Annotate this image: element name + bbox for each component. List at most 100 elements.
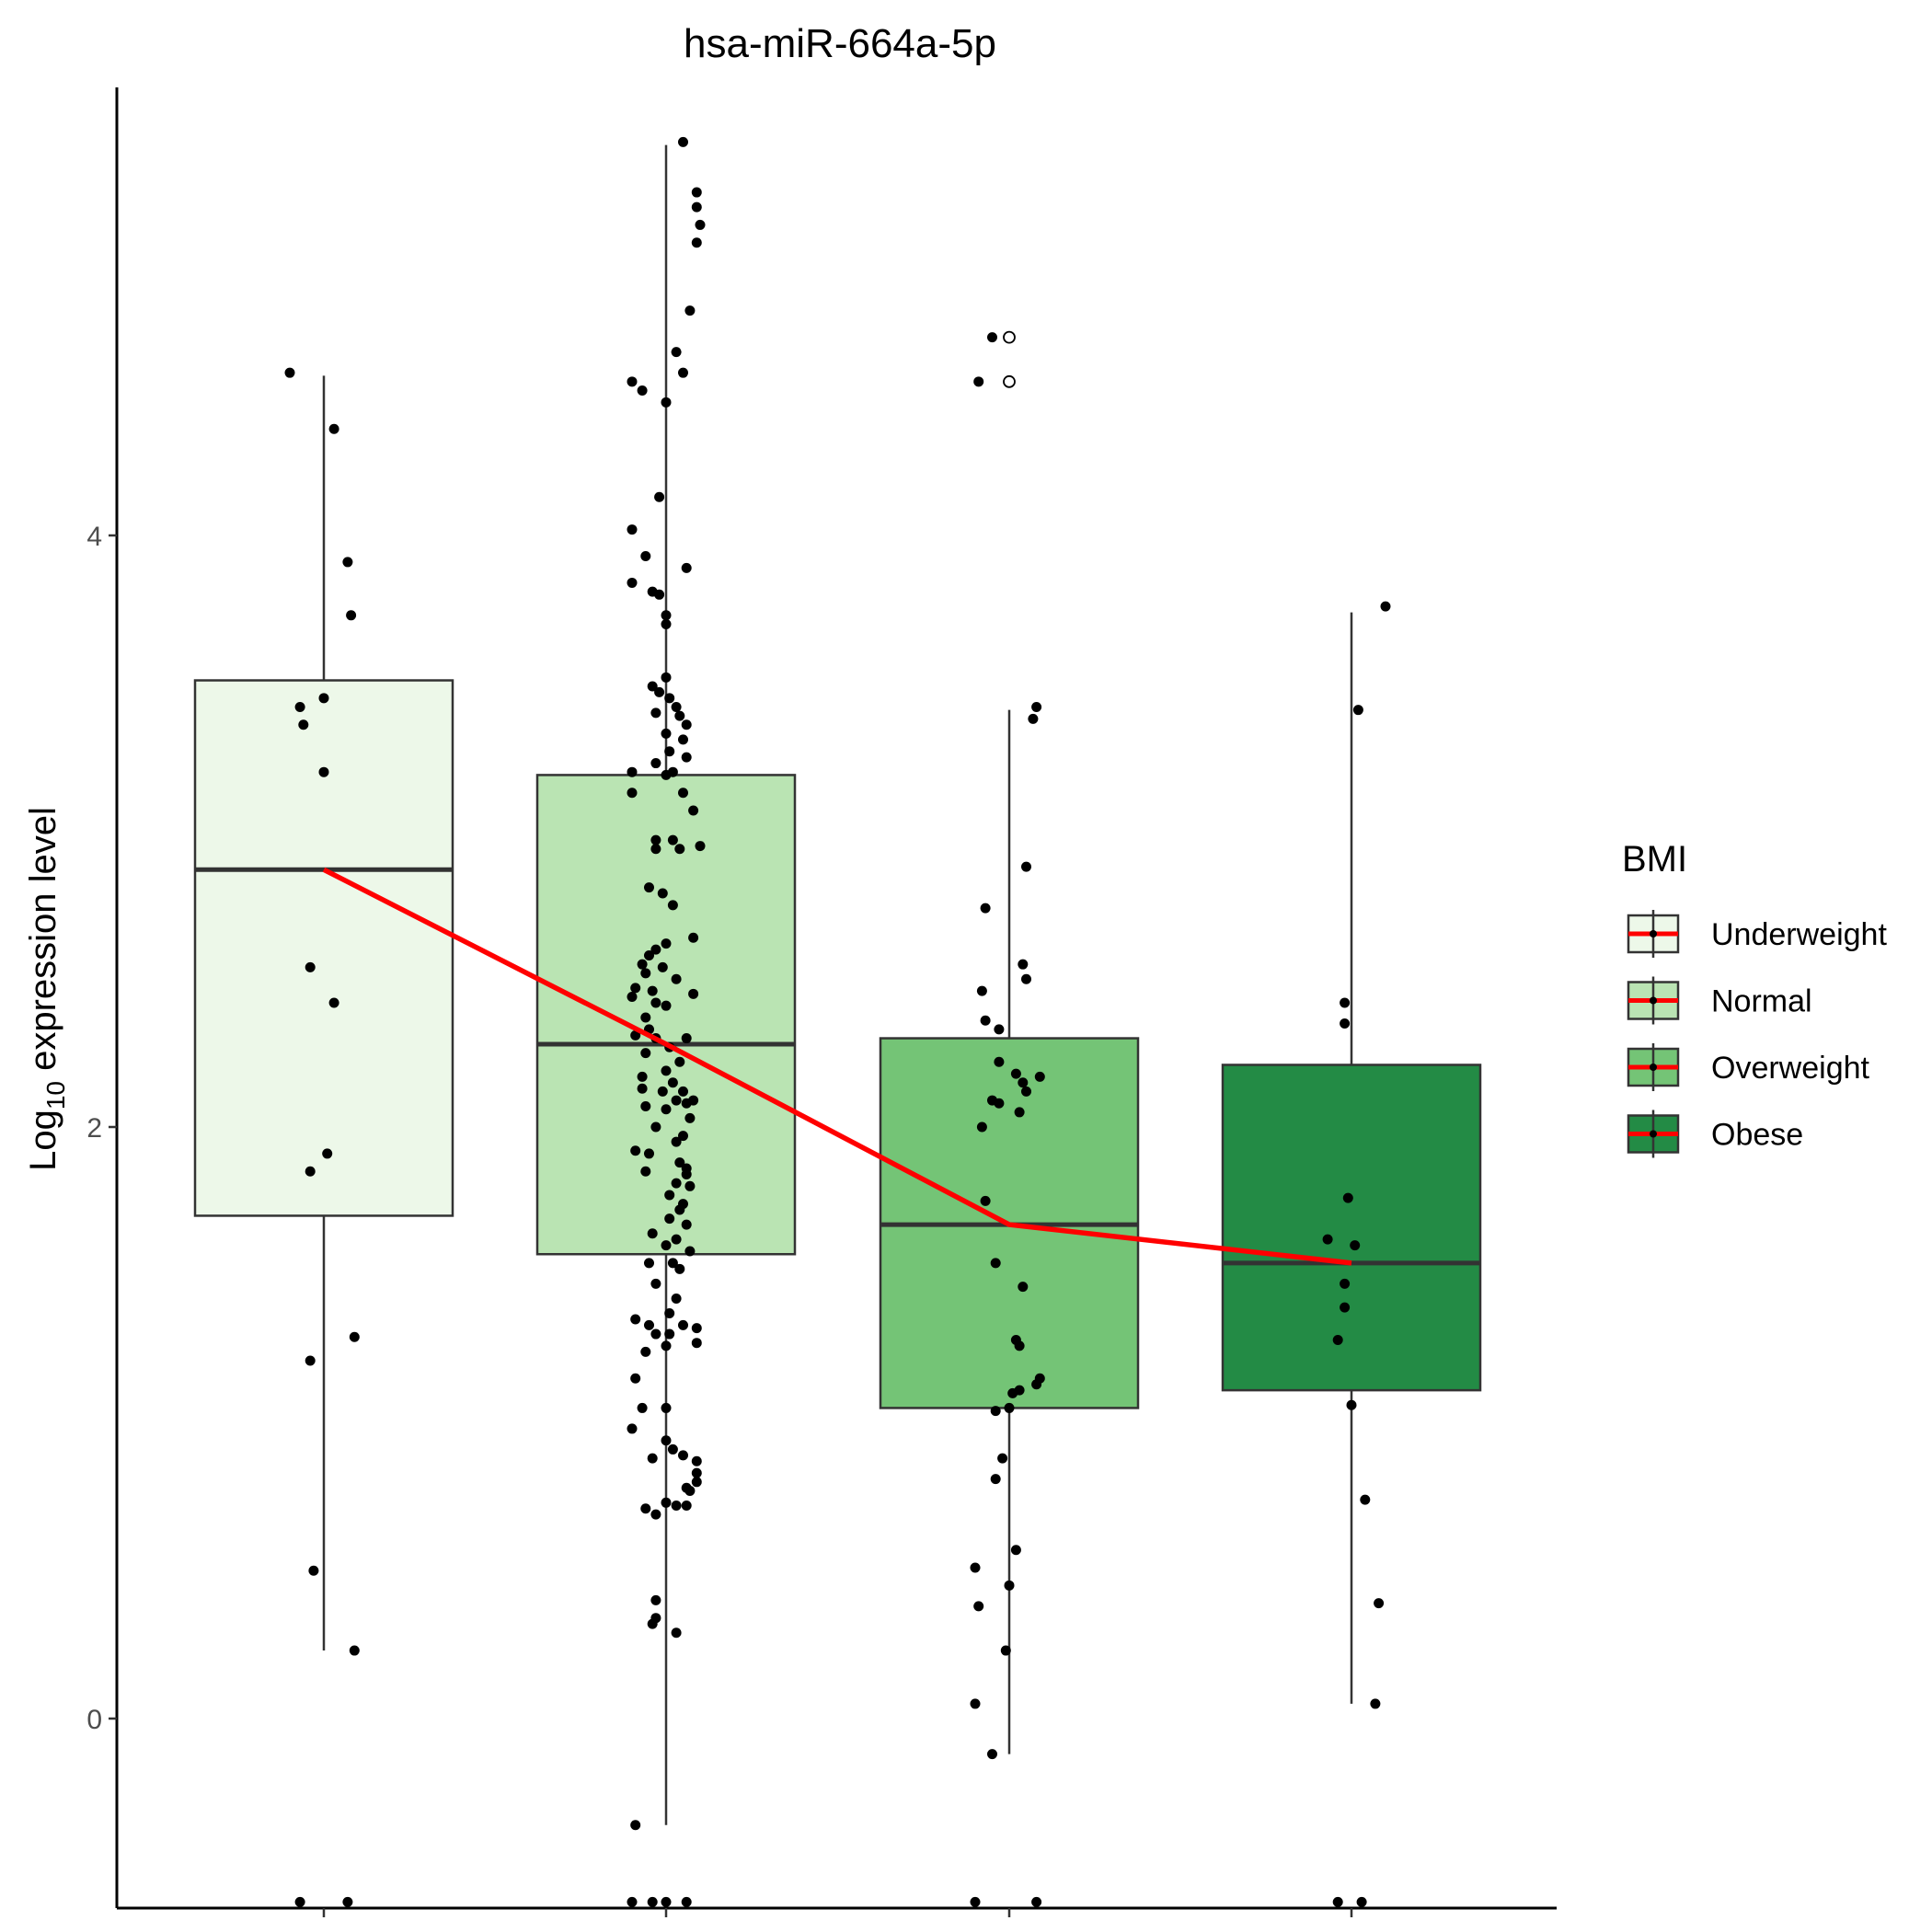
data-point (970, 1896, 981, 1907)
data-point (349, 1645, 360, 1656)
data-point (1021, 973, 1031, 984)
box-body (193, 679, 454, 1217)
box-underweight (193, 375, 454, 1651)
data-point (671, 1293, 682, 1304)
data-point (630, 1145, 641, 1156)
data-point (674, 710, 685, 721)
data-point (976, 1121, 987, 1133)
box-overweight (879, 330, 1140, 1754)
data-point (671, 701, 682, 712)
data-point (342, 1896, 353, 1907)
data-point (657, 961, 668, 972)
data-point (647, 985, 658, 996)
data-point (990, 1258, 1001, 1269)
data-point (1010, 1068, 1021, 1079)
data-point (671, 1501, 682, 1512)
data-point (328, 997, 339, 1008)
data-point (1340, 997, 1351, 1008)
data-point (664, 1190, 675, 1201)
data-point (640, 1166, 651, 1177)
data-point (650, 844, 661, 855)
data-point (1014, 1107, 1025, 1118)
legend-label: Obese (1711, 1118, 1803, 1153)
y-tick-label: 2 (86, 1113, 102, 1144)
legend-label: Normal (1711, 984, 1812, 1019)
data-point (661, 1104, 672, 1115)
data-point (997, 1453, 1008, 1464)
data-point (647, 1896, 658, 1907)
data-point (1021, 1086, 1031, 1097)
data-point (684, 1180, 696, 1191)
data-point (1034, 1071, 1045, 1082)
data-point (298, 719, 309, 730)
data-point (691, 1467, 702, 1478)
data-point (294, 1896, 305, 1907)
data-point (661, 769, 672, 780)
data-point (1031, 1896, 1042, 1907)
data-point (671, 347, 682, 358)
legend: BMI Underweight Normal Overweight Obese (1622, 839, 1887, 1158)
data-point (661, 1497, 672, 1508)
svg-text:Log10 expression level: Log10 expression level (23, 807, 70, 1171)
outlier-point (1003, 330, 1016, 344)
data-point (654, 686, 665, 697)
data-point (644, 882, 654, 893)
data-point (640, 1503, 651, 1514)
data-point (630, 983, 641, 994)
points-underweight (284, 367, 360, 1907)
data-point (681, 1033, 692, 1044)
data-point (637, 1083, 648, 1094)
data-point (681, 562, 692, 573)
data-point (681, 752, 692, 763)
data-point (654, 589, 665, 600)
data-point (650, 1278, 661, 1289)
data-point (630, 1373, 641, 1384)
data-point (1352, 705, 1363, 716)
data-point (644, 950, 654, 961)
legend-title: BMI (1622, 839, 1687, 880)
points-overweight (970, 332, 1045, 1907)
data-point (627, 1423, 638, 1434)
data-point (1031, 701, 1042, 712)
data-point (674, 1157, 685, 1168)
data-point (973, 1601, 984, 1612)
data-point (630, 1029, 641, 1041)
box-normal (535, 144, 797, 1825)
y-axis-title-prefix: Log (23, 1110, 63, 1171)
data-point (661, 728, 672, 739)
data-point (671, 1234, 682, 1245)
data-point (342, 557, 353, 568)
data-point (650, 1121, 661, 1133)
data-point (1356, 1896, 1367, 1907)
data-point (678, 1450, 688, 1461)
data-point (980, 1015, 991, 1026)
data-point (674, 1056, 685, 1067)
chart-title: hsa-miR-664a-5p (684, 21, 996, 66)
data-point (980, 903, 991, 914)
data-point (970, 1698, 981, 1709)
data-point (661, 1896, 672, 1907)
data-point (1360, 1494, 1371, 1505)
data-point (650, 1328, 661, 1340)
data-point (661, 1435, 672, 1446)
legend-item-overweight: Overweight (1627, 1043, 1870, 1091)
data-point (674, 1263, 685, 1274)
data-point (627, 992, 638, 1003)
data-point (661, 1065, 672, 1076)
data-point (661, 610, 672, 621)
data-point (1018, 1077, 1029, 1088)
data-point (1340, 1018, 1351, 1029)
legend-label: Overweight (1711, 1051, 1870, 1086)
data-point (667, 834, 678, 845)
data-point (1028, 713, 1039, 724)
data-point (684, 1485, 696, 1496)
legend-key-point (1650, 1064, 1657, 1071)
data-point (647, 1228, 658, 1239)
data-point (1346, 1399, 1357, 1410)
data-point (640, 1012, 651, 1023)
data-point (1332, 1896, 1343, 1907)
data-point (637, 1402, 648, 1413)
data-point (627, 1896, 638, 1907)
data-point (644, 1258, 654, 1269)
